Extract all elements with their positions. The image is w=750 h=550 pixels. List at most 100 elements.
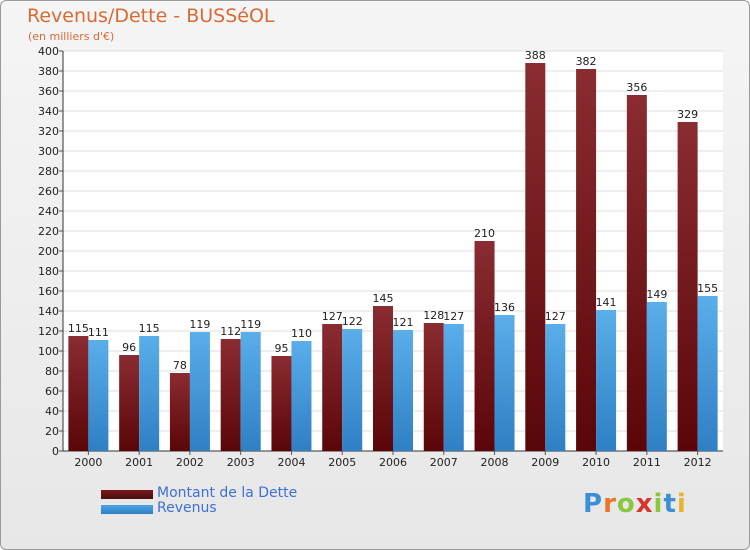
x-tick-label: 2006 xyxy=(379,456,407,469)
logo-letter: r xyxy=(603,489,617,519)
y-tick-label: 200 xyxy=(38,245,59,258)
data-label-revenus: 119 xyxy=(189,318,210,331)
legend-label-revenus: Revenus xyxy=(157,500,217,516)
data-label-revenus: 136 xyxy=(494,301,515,314)
x-tick-label: 2009 xyxy=(531,456,559,469)
y-tick-label: 300 xyxy=(38,145,59,158)
data-label-revenus: 111 xyxy=(88,326,109,339)
data-label-revenus: 119 xyxy=(240,318,261,331)
y-tick-label: 140 xyxy=(38,305,59,318)
logo-letter: P xyxy=(583,489,604,519)
bar-dette xyxy=(677,122,698,451)
bar-revenus xyxy=(545,324,566,451)
data-label-dette: 112 xyxy=(220,325,241,338)
x-tick-label: 2001 xyxy=(125,456,153,469)
data-label-revenus: 115 xyxy=(139,322,160,335)
y-tick-label: 240 xyxy=(38,205,59,218)
data-label-dette: 96 xyxy=(122,341,136,354)
proxiti-logo[interactable]: Proxiti xyxy=(583,489,687,519)
x-tick-label: 2007 xyxy=(430,456,458,469)
bar-dette xyxy=(220,339,241,451)
y-tick-label: 340 xyxy=(38,105,59,118)
data-label-dette: 115 xyxy=(68,322,89,335)
data-label-revenus: 149 xyxy=(646,288,667,301)
y-tick-label: 400 xyxy=(38,45,59,58)
data-label-revenus: 155 xyxy=(697,282,718,295)
bar-dette xyxy=(169,373,190,451)
bar-revenus xyxy=(596,310,617,451)
data-label-revenus: 122 xyxy=(342,315,363,328)
data-label-dette: 127 xyxy=(322,310,343,323)
x-tick-label: 2005 xyxy=(328,456,356,469)
x-tick-label: 2002 xyxy=(176,456,204,469)
chart-title: Revenus/Dette - BUSSéOL xyxy=(27,5,275,27)
logo-letter: i xyxy=(676,489,687,519)
y-tick-label: 100 xyxy=(38,345,59,358)
data-label-dette: 356 xyxy=(626,81,647,94)
chart-subtitle: (en milliers d'€) xyxy=(28,30,115,43)
legend-swatch-revenus xyxy=(101,505,153,514)
data-label-revenus: 127 xyxy=(545,310,566,323)
bar-dette xyxy=(119,355,140,451)
y-tick-label: 220 xyxy=(38,225,59,238)
y-tick-label: 380 xyxy=(38,65,59,78)
logo-letter: i xyxy=(653,489,664,519)
data-label-dette: 145 xyxy=(373,292,394,305)
y-tick-label: 40 xyxy=(45,405,59,418)
data-label-dette: 210 xyxy=(474,227,495,240)
data-label-dette: 128 xyxy=(423,309,444,322)
bar-revenus xyxy=(139,336,160,451)
y-tick-label: 80 xyxy=(45,365,59,378)
bar-revenus xyxy=(88,340,109,451)
bar-dette xyxy=(373,306,393,451)
legend-swatch-dette xyxy=(101,490,153,499)
y-tick-label: 260 xyxy=(38,185,59,198)
logo-letter: x xyxy=(635,489,654,519)
data-label-dette: 388 xyxy=(525,49,546,62)
bar-dette xyxy=(68,336,89,451)
logo-letter: o xyxy=(616,489,636,519)
data-label-revenus: 110 xyxy=(291,327,312,340)
x-tick-label: 2000 xyxy=(74,456,102,469)
bar-revenus xyxy=(443,324,464,451)
legend-label-dette: Montant de la Dette xyxy=(157,485,298,501)
x-tick-label: 2012 xyxy=(684,456,712,469)
data-label-dette: 382 xyxy=(576,55,597,68)
bar-dette xyxy=(423,323,444,451)
bar-revenus xyxy=(291,341,312,451)
x-tick-label: 2004 xyxy=(277,456,305,469)
bar-revenus xyxy=(646,302,667,451)
bar-dette xyxy=(271,356,292,451)
bar-dette xyxy=(576,69,597,451)
data-label-dette: 95 xyxy=(274,342,288,355)
bar-revenus xyxy=(240,332,261,451)
y-tick-label: 160 xyxy=(38,285,59,298)
bar-dette xyxy=(626,95,647,451)
x-tick-label: 2008 xyxy=(481,456,509,469)
y-tick-label: 180 xyxy=(38,265,59,278)
x-tick-label: 2003 xyxy=(227,456,255,469)
data-label-dette: 78 xyxy=(173,359,187,372)
bar-dette xyxy=(322,324,343,451)
x-tick-label: 2010 xyxy=(582,456,610,469)
y-tick-label: 280 xyxy=(38,165,59,178)
bar-revenus xyxy=(494,315,515,451)
y-tick-label: 320 xyxy=(38,125,59,138)
bar-revenus xyxy=(697,296,718,451)
data-label-revenus: 141 xyxy=(596,296,617,309)
y-tick-label: 120 xyxy=(38,325,59,338)
x-tick-label: 2011 xyxy=(633,456,661,469)
bar-dette xyxy=(474,241,495,451)
logo-letter: t xyxy=(663,489,677,519)
y-tick-label: 60 xyxy=(45,385,59,398)
bar-revenus xyxy=(342,329,363,451)
bar-dette xyxy=(525,63,546,451)
data-label-revenus: 127 xyxy=(443,310,464,323)
y-tick-label: 0 xyxy=(52,445,59,458)
bar-revenus xyxy=(189,332,210,451)
bar-revenus xyxy=(393,330,413,451)
y-tick-label: 360 xyxy=(38,85,59,98)
data-label-dette: 329 xyxy=(677,108,698,121)
